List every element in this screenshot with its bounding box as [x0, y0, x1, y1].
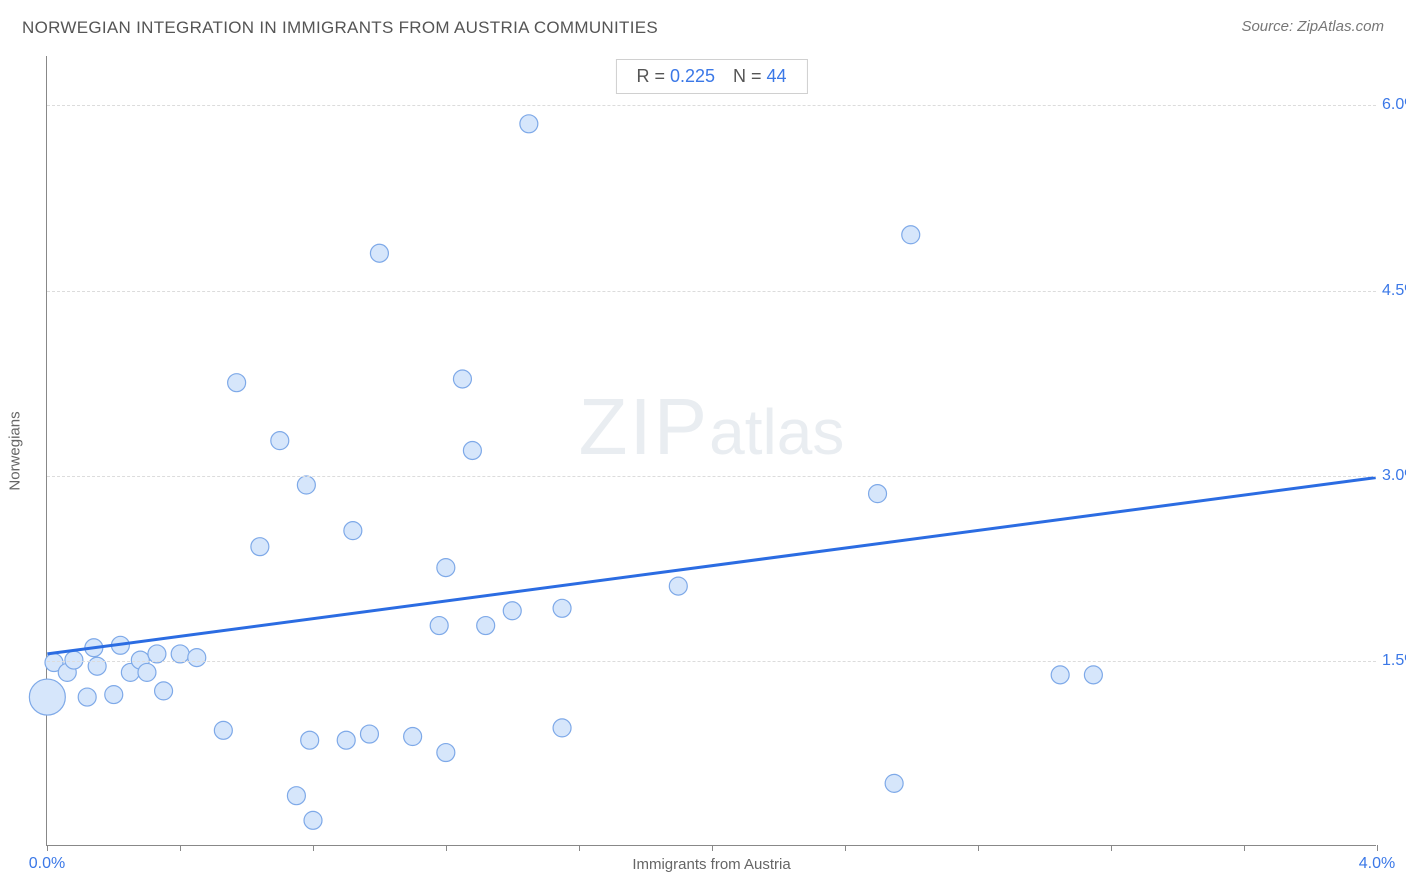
scatter-point — [404, 728, 422, 746]
scatter-point — [1084, 666, 1102, 684]
scatter-point — [503, 602, 521, 620]
scatter-point — [337, 731, 355, 749]
scatter-point — [214, 721, 232, 739]
x-tick — [47, 845, 48, 851]
scatter-point — [477, 617, 495, 635]
trendline — [47, 478, 1375, 654]
x-tick — [845, 845, 846, 851]
scatter-point — [370, 244, 388, 262]
scatter-point — [251, 538, 269, 556]
gridline — [47, 291, 1376, 292]
scatter-point — [344, 522, 362, 540]
chart-header: NORWEGIAN INTEGRATION IN IMMIGRANTS FROM… — [22, 18, 1384, 48]
scatter-point — [78, 688, 96, 706]
y-tick-label: 3.0% — [1382, 467, 1406, 485]
scatter-point — [304, 811, 322, 829]
y-tick-label: 1.5% — [1382, 652, 1406, 670]
scatter-point — [902, 226, 920, 244]
plot-area: Norwegians Immigrants from Austria ZIPat… — [46, 56, 1376, 846]
n-value: 44 — [767, 66, 787, 86]
scatter-point — [553, 599, 571, 617]
scatter-point — [437, 559, 455, 577]
gridline — [47, 476, 1376, 477]
y-axis-title: Norwegians — [7, 411, 24, 490]
x-tick-label: 0.0% — [29, 855, 65, 873]
scatter-point — [29, 679, 65, 715]
x-tick — [313, 845, 314, 851]
scatter-point — [287, 787, 305, 805]
scatter-point — [437, 744, 455, 762]
scatter-point — [463, 442, 481, 460]
scatter-point — [271, 432, 289, 450]
scatter-point — [228, 374, 246, 392]
x-tick — [1111, 845, 1112, 851]
x-tick-label: 4.0% — [1359, 855, 1395, 873]
scatter-point — [188, 649, 206, 667]
r-label: R = — [636, 66, 670, 86]
scatter-point — [301, 731, 319, 749]
x-tick — [978, 845, 979, 851]
x-tick — [180, 845, 181, 851]
x-tick — [579, 845, 580, 851]
scatter-point — [453, 370, 471, 388]
scatter-point — [105, 686, 123, 704]
x-tick — [1377, 845, 1378, 851]
r-value: 0.225 — [670, 66, 715, 86]
scatter-point — [155, 682, 173, 700]
chart-title: NORWEGIAN INTEGRATION IN IMMIGRANTS FROM… — [22, 18, 658, 37]
stats-box: R = 0.225 N = 44 — [615, 59, 807, 94]
scatter-point — [360, 725, 378, 743]
scatter-point — [297, 476, 315, 494]
scatter-point — [869, 485, 887, 503]
y-tick-label: 4.5% — [1382, 282, 1406, 300]
scatter-point — [1051, 666, 1069, 684]
scatter-point — [430, 617, 448, 635]
source-attribution: Source: ZipAtlas.com — [1241, 18, 1384, 35]
gridline — [47, 105, 1376, 106]
x-tick — [1244, 845, 1245, 851]
scatter-point — [138, 663, 156, 681]
y-tick-label: 6.0% — [1382, 96, 1406, 114]
scatter-point — [520, 115, 538, 133]
n-label: N = — [733, 66, 767, 86]
scatter-point — [553, 719, 571, 737]
scatter-point — [669, 577, 687, 595]
scatter-chart-svg — [47, 56, 1376, 845]
x-tick — [712, 845, 713, 851]
x-axis-title: Immigrants from Austria — [632, 856, 790, 873]
gridline — [47, 661, 1376, 662]
scatter-point — [885, 774, 903, 792]
x-tick — [446, 845, 447, 851]
